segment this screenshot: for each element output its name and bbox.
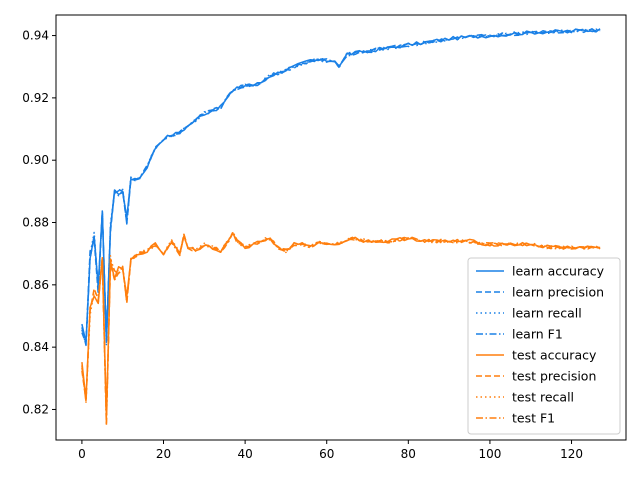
- y-tick-label: 0.88: [22, 216, 49, 230]
- series-line-learn-recall: [81, 27, 601, 346]
- y-tick-label: 0.82: [22, 402, 49, 416]
- series-layer: [81, 27, 601, 427]
- legend-label: test F1: [512, 411, 555, 426]
- x-tick-label: 120: [560, 447, 583, 461]
- y-tick-label: 0.86: [22, 278, 49, 292]
- legend-label: learn precision: [512, 285, 604, 300]
- legend-label: learn F1: [512, 327, 563, 342]
- y-tick-label: 0.84: [22, 340, 49, 354]
- y-tick-label: 0.92: [22, 91, 49, 105]
- legend: learn accuracy learn precision learn recal…: [467, 257, 621, 435]
- y-axis: 0.82 0.84 0.86 0.88 0.90 0.92 0.94: [22, 29, 56, 416]
- x-tick-label: 40: [237, 447, 252, 461]
- x-tick-label: 0: [78, 447, 86, 461]
- x-tick-label: 100: [478, 447, 501, 461]
- x-tick-label: 80: [401, 447, 416, 461]
- x-tick-label: 60: [319, 447, 334, 461]
- x-axis: 0 20 40 60 80 100 120: [78, 440, 583, 461]
- x-tick-label: 20: [156, 447, 171, 461]
- legend-box: [467, 257, 621, 435]
- series-line-learn-f1: [81, 28, 601, 347]
- y-tick-label: 0.90: [22, 153, 49, 167]
- series-line-test-f1: [81, 231, 601, 427]
- legend-label: learn accuracy: [512, 264, 605, 279]
- legend-label: test accuracy: [512, 348, 597, 363]
- y-tick-label: 0.94: [22, 29, 49, 43]
- legend-label: learn recall: [512, 306, 582, 321]
- plot-frame: [55, 14, 627, 441]
- legend-label: test recall: [512, 390, 574, 405]
- legend-label: test precision: [512, 369, 596, 384]
